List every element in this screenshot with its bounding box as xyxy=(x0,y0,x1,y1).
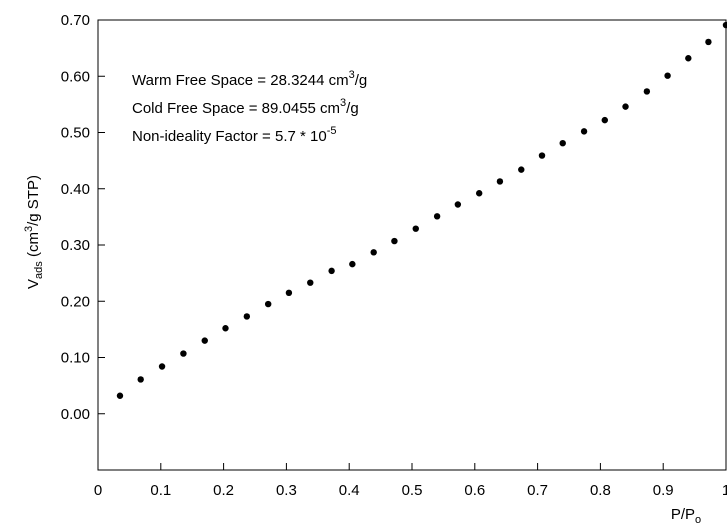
y-axis-title-sup: 3 xyxy=(23,226,35,232)
annotation-text: Cold Free Space = 89.0455 cm xyxy=(132,100,340,117)
annotation-text: Non-ideality Factor = 5.7 * 10 xyxy=(132,128,327,145)
data-point xyxy=(643,88,651,95)
data-point xyxy=(685,55,692,62)
y-tick-label: 0.40 xyxy=(61,181,90,198)
annotation-line: Warm Free Space = 28.3244 cm3/g xyxy=(132,69,367,89)
data-point xyxy=(180,350,187,357)
annotation-suffix: /g xyxy=(346,100,359,117)
annotation-superscript: 3 xyxy=(349,69,355,81)
data-point xyxy=(328,267,335,275)
data-point xyxy=(349,260,356,268)
y-tick-label: 0.50 xyxy=(61,125,90,142)
data-point xyxy=(580,128,588,135)
x-tick-label: 0.9 xyxy=(653,482,674,499)
y-axis-title-mid: (cm xyxy=(25,232,42,261)
x-tick-label: 0.2 xyxy=(213,482,234,499)
data-point xyxy=(412,225,419,232)
data-point xyxy=(664,72,671,79)
y-axis-title: Vads (cm3/g STP) xyxy=(23,175,45,289)
data-point xyxy=(559,139,566,147)
data-point xyxy=(722,21,727,29)
data-point xyxy=(285,289,293,297)
data-point xyxy=(222,325,229,332)
x-tick-label: 0.5 xyxy=(402,482,423,499)
data-point xyxy=(496,178,504,185)
y-tick-label: 0.20 xyxy=(61,293,90,310)
data-point xyxy=(307,279,314,286)
annotation-superscript: 3 xyxy=(340,97,346,109)
data-point xyxy=(391,237,398,245)
data-point xyxy=(201,337,208,344)
y-axis-title-sub: ads xyxy=(33,261,45,279)
x-tick-label: 0.4 xyxy=(339,482,360,499)
y-tick-label: 0.10 xyxy=(61,350,90,367)
data-point xyxy=(264,300,272,308)
data-point xyxy=(243,313,251,320)
y-axis-ticks: 0.00 0.10 0.20 0.30 0.40 0.50 0.60 0.70 xyxy=(61,12,105,423)
x-axis-title: P/Po xyxy=(671,506,701,526)
x-axis-ticks: 0 0.1 0.2 0.3 0.4 0.5 0.6 0.7 0.8 0.9 1 xyxy=(94,463,727,499)
x-tick-label: 0.3 xyxy=(276,482,297,499)
y-axis-title-post: /g STP) xyxy=(25,175,42,226)
annotation-suffix: /g xyxy=(355,72,368,89)
x-tick-label: 0.8 xyxy=(590,482,611,499)
data-point xyxy=(518,166,525,173)
data-point xyxy=(116,392,124,399)
y-tick-label: 0.70 xyxy=(61,12,90,29)
y-tick-label: 0.60 xyxy=(61,68,90,85)
annotation-text: Warm Free Space = 28.3244 cm xyxy=(132,72,349,89)
data-point xyxy=(622,103,629,110)
data-point xyxy=(158,363,166,370)
x-tick-label: 0.6 xyxy=(464,482,485,499)
y-axis-title-pre: V xyxy=(25,279,42,289)
data-point xyxy=(370,249,377,256)
x-tick-label: 0.1 xyxy=(150,482,171,499)
data-point xyxy=(137,376,144,383)
data-point xyxy=(601,116,608,124)
data-point xyxy=(705,38,712,46)
y-tick-label: 0.30 xyxy=(61,237,90,254)
annotation-line: Non-ideality Factor = 5.7 * 10-5 xyxy=(132,125,336,145)
annotation-line: Cold Free Space = 89.0455 cm3/g xyxy=(132,97,359,117)
data-point xyxy=(454,201,462,208)
x-tick-label: 1 xyxy=(722,482,727,499)
data-points xyxy=(116,21,727,399)
x-axis-title-sub: o xyxy=(695,514,701,526)
data-point xyxy=(475,190,483,197)
x-axis-title-main: P/P xyxy=(671,506,695,523)
data-point xyxy=(433,213,441,220)
y-tick-label: 0.00 xyxy=(61,406,90,423)
x-tick-label: 0.7 xyxy=(527,482,548,499)
x-tick-label: 0 xyxy=(94,482,102,499)
data-point xyxy=(538,152,546,159)
annotation-superscript: -5 xyxy=(327,125,337,137)
